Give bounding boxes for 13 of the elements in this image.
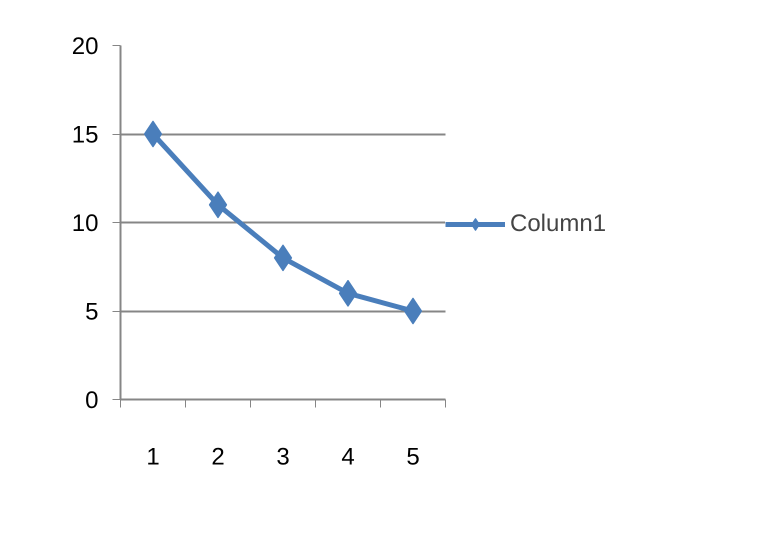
- point: [144, 120, 162, 148]
- y-tick-label: 20: [72, 33, 99, 60]
- x-tick-label: 4: [341, 444, 355, 470]
- x-tick-label: 3: [276, 444, 290, 470]
- point: [404, 298, 422, 324]
- x-tick-label: 1: [146, 444, 160, 470]
- y-tick-label: 15: [72, 122, 99, 148]
- y-tick-label: 5: [85, 298, 99, 326]
- x-tick-label: 5: [406, 444, 420, 470]
- x-tick-label: 2: [211, 444, 225, 470]
- y-tick-label: 0: [85, 387, 99, 414]
- y-tick-label: 10: [72, 210, 99, 237]
- legend-label: Column1: [510, 210, 606, 238]
